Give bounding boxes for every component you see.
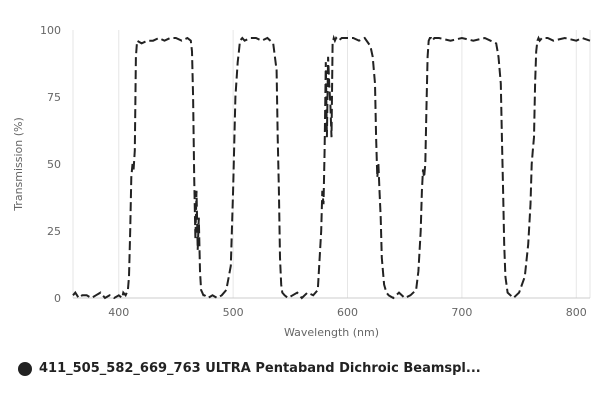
x-axis-title: Wavelength (nm): [284, 326, 379, 339]
y-tick-label: 75: [47, 91, 61, 104]
y-tick-label: 25: [47, 225, 61, 238]
y-tick-label: 100: [40, 24, 61, 37]
x-tick-label: 500: [223, 306, 244, 319]
legend-dot-icon: [18, 361, 32, 376]
transmission-chart: 0 25 50 75 100 400 500 600 700 800 Transmission …: [12, 24, 591, 339]
y-tick-label: 0: [54, 292, 61, 305]
x-tick-label: 600: [337, 306, 358, 319]
y-tick-labels: 0 25 50 75 100: [40, 24, 61, 305]
y-tick-label: 50: [47, 158, 61, 171]
series-line[interactable]: [72, 34, 591, 300]
y-axis-title: Transmission (%): [12, 117, 25, 212]
x-tick-label: 800: [566, 306, 587, 319]
x-tick-label: 700: [451, 306, 472, 319]
legend-label: 411_505_582_669_763 ULTRA Pentaband Dich…: [39, 361, 481, 376]
x-tick-label: 400: [108, 306, 129, 319]
x-tick-labels: 400 500 600 700 800: [108, 306, 587, 319]
legend[interactable]: 411_505_582_669_763 ULTRA Pentaband Dich…: [18, 361, 481, 376]
